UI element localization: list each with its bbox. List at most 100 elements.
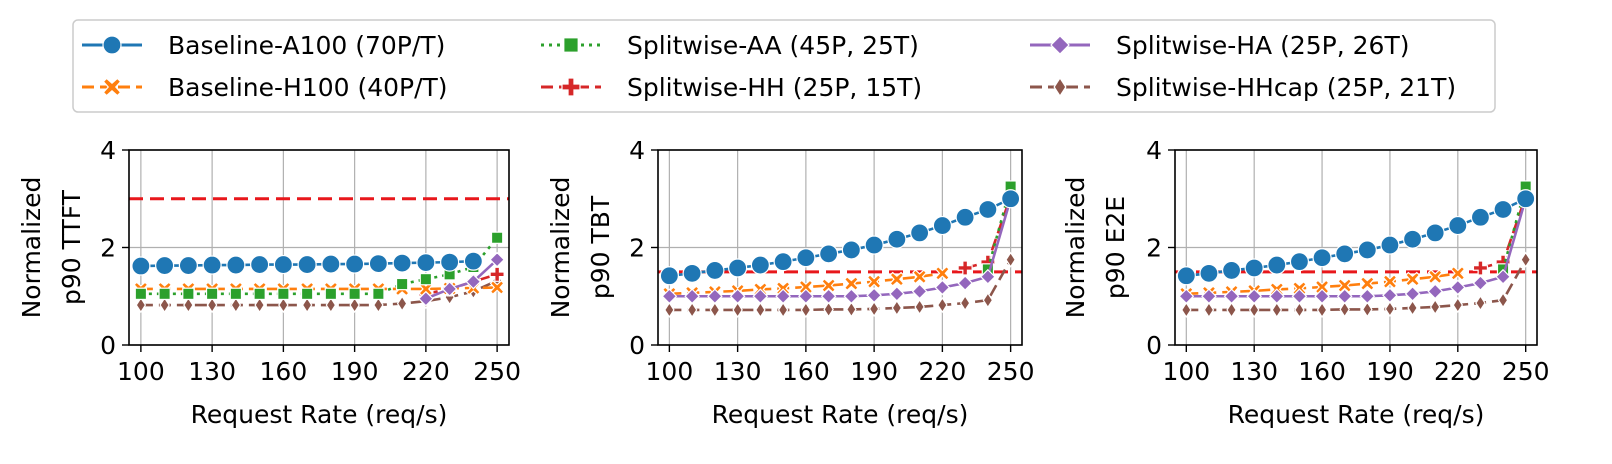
data-point-a100 xyxy=(887,229,907,249)
data-point-aa xyxy=(253,287,266,301)
data-point-a100 xyxy=(750,255,770,275)
data-point-a100 xyxy=(1001,189,1021,209)
data-point-aa xyxy=(229,287,243,301)
legend-entry-h100: Baseline-H100 (40P/T) xyxy=(82,73,448,102)
y-axis-label-line-2: p90 TBT xyxy=(586,195,615,299)
data-point-a100 xyxy=(131,256,151,276)
data-point-hhcap xyxy=(732,301,743,319)
data-point-a100 xyxy=(910,223,930,243)
series-line-hhcap xyxy=(140,279,498,307)
data-point-ha xyxy=(820,288,837,305)
data-point-a100 xyxy=(463,251,483,271)
data-point-ha xyxy=(729,288,746,305)
gridlines xyxy=(1175,149,1537,346)
data-point-hhcap xyxy=(373,296,384,314)
data-point-hhcap xyxy=(1181,301,1192,319)
legend-label-ha: Splitwise-HA (25P, 26T) xyxy=(1116,31,1409,60)
data-point-ha xyxy=(1268,288,1285,305)
legend-marker-hh xyxy=(561,77,581,97)
y-tick-label: 0 xyxy=(629,331,645,360)
data-point-a100 xyxy=(440,252,460,272)
data-point-hhcap xyxy=(982,292,994,309)
series-line-hhcap xyxy=(1186,259,1527,312)
gridlines xyxy=(658,149,1022,346)
data-point-ha xyxy=(1449,279,1466,296)
x-tick-label: 100 xyxy=(646,357,694,386)
data-point-ha xyxy=(1359,288,1376,305)
x-tick-label: 160 xyxy=(260,357,308,386)
data-point-h100 xyxy=(912,269,928,285)
data-point-a100 xyxy=(416,253,436,273)
y-axis-label-line-1: Normalized xyxy=(1061,177,1090,319)
data-point-hhcap xyxy=(891,299,903,317)
x-tick-label: 220 xyxy=(919,357,967,386)
data-point-a100 xyxy=(226,255,246,275)
data-point-hhcap xyxy=(278,296,289,314)
data-point-h100 xyxy=(1405,271,1421,287)
data-point-h100 xyxy=(1337,278,1353,293)
data-point-h100 xyxy=(866,274,882,290)
data-point-hhcap xyxy=(325,296,337,314)
legend-label-aa: Splitwise-AA (45P, 25T) xyxy=(627,31,919,60)
data-point-hhcap xyxy=(183,296,194,314)
x-tick-label: 130 xyxy=(714,357,762,386)
plot-area xyxy=(129,197,509,314)
series-line-hhcap xyxy=(669,259,1012,312)
data-point-ha xyxy=(1382,287,1398,304)
chart-panel-3: 100 130 160 190 220 250 0 2 4 Request Rate (req/s… xyxy=(1061,136,1550,429)
legend-entry-aa: Splitwise-AA (45P, 25T) xyxy=(541,31,919,60)
series-line-ha xyxy=(425,258,499,300)
series-line-h100 xyxy=(140,286,498,291)
x-tick-label: 250 xyxy=(1502,357,1550,386)
data-point-a100 xyxy=(1289,252,1310,272)
data-point-hhcap xyxy=(1294,301,1305,319)
series-line-ha xyxy=(669,198,1012,298)
data-point-a100 xyxy=(659,266,679,286)
data-point-hhcap xyxy=(230,296,242,314)
data-point-ha xyxy=(1336,288,1353,305)
data-point-ha xyxy=(980,268,996,285)
legend-entry-hhcap: Splitwise-HHcap (25P, 21T) xyxy=(1030,73,1456,102)
data-point-a100 xyxy=(1402,229,1423,249)
series-a100 xyxy=(659,189,1021,286)
data-point-a100 xyxy=(1267,255,1287,275)
y-tick-label: 2 xyxy=(629,234,645,263)
data-point-ha xyxy=(1472,275,1489,291)
x-axis-label: Request Rate (req/s) xyxy=(1228,400,1485,429)
data-point-a100 xyxy=(1221,260,1242,281)
data-point-hhcap xyxy=(349,296,360,314)
x-tick-label: 250 xyxy=(987,357,1035,386)
data-point-ha xyxy=(1314,288,1330,305)
series-line-a100 xyxy=(669,197,1012,278)
data-point-a100 xyxy=(1380,235,1400,255)
legend-frame xyxy=(72,19,1496,113)
data-point-hhcap xyxy=(1226,301,1237,319)
data-point-hhcap xyxy=(1339,301,1350,318)
data-point-a100 xyxy=(819,244,839,264)
data-point-aa xyxy=(348,287,361,301)
data-point-a100 xyxy=(705,260,725,281)
y-tick-label: 4 xyxy=(1146,136,1162,165)
data-point-hhcap xyxy=(846,301,857,318)
data-point-aa xyxy=(490,231,504,244)
data-point-h100 xyxy=(934,265,950,281)
data-point-a100 xyxy=(978,199,998,220)
data-point-hhcap xyxy=(755,301,766,319)
data-point-hhcap xyxy=(937,296,948,314)
data-point-hhcap xyxy=(1384,300,1396,318)
data-point-ha xyxy=(957,275,973,291)
data-point-aa xyxy=(134,287,148,301)
x-tick-label: 190 xyxy=(850,357,898,386)
series-line-ha xyxy=(1186,198,1527,298)
data-point-ha xyxy=(661,288,678,305)
data-point-hhcap xyxy=(1005,251,1016,268)
y-tick-label: 4 xyxy=(100,136,116,165)
data-point-ha xyxy=(684,288,700,305)
data-point-a100 xyxy=(1357,240,1377,260)
x-tick-label: 130 xyxy=(188,357,236,386)
data-point-a100 xyxy=(955,207,975,227)
data-point-a100 xyxy=(1312,248,1332,268)
y-tick-label: 2 xyxy=(1146,234,1162,263)
data-point-hhcap xyxy=(254,296,265,314)
data-point-hhcap xyxy=(1316,301,1328,319)
